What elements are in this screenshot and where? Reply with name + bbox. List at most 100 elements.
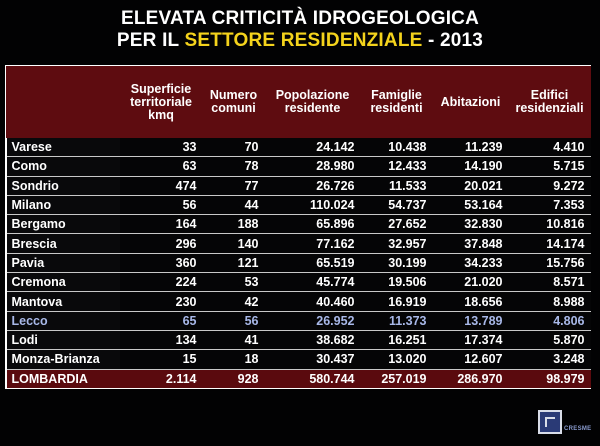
cell-edifici: 5.715 (508, 156, 591, 177)
cell-superficie: 15 (119, 349, 203, 370)
cell-popolazione: 45.774 (264, 272, 361, 293)
total-label: LOMBARDIA (6, 369, 120, 388)
title-line-2: PER IL SETTORE RESIDENZIALE - 2013 (0, 30, 600, 52)
cell-popolazione: 65.519 (264, 253, 361, 274)
cell-superficie: 474 (119, 176, 203, 196)
cell-popolazione: 24.142 (264, 138, 361, 158)
cell-edifici: 5.870 (508, 330, 591, 351)
cell-abitazioni: 53.164 (432, 195, 509, 216)
cell-province: Cremona (6, 272, 120, 293)
cell-superficie: 65 (119, 311, 203, 331)
cell-superficie: 230 (119, 291, 203, 312)
header-edifici: Edifici residenziali (508, 66, 591, 138)
cell-edifici: 7.353 (508, 195, 591, 216)
table-row: Pavia 360 121 65.519 30.199 34.233 15.75… (6, 253, 591, 274)
cell-comuni: 70 (202, 138, 265, 158)
table-row: Mantova 230 42 40.460 16.919 18.656 8.98… (6, 291, 591, 312)
cell-province: Lecco (6, 311, 120, 331)
cell-edifici: 4.410 (508, 138, 591, 158)
cell-comuni: 140 (202, 233, 265, 254)
cell-abitazioni: 18.656 (432, 291, 509, 312)
cell-famiglie: 32.957 (360, 233, 433, 254)
cell-edifici: 9.272 (508, 176, 591, 196)
cell-province: Milano (6, 195, 120, 216)
total-famiglie: 257.019 (360, 369, 433, 388)
cell-edifici: 4.806 (508, 311, 591, 331)
cell-comuni: 42 (202, 291, 265, 312)
cell-famiglie: 11.373 (360, 311, 433, 331)
cell-abitazioni: 13.789 (432, 311, 509, 331)
total-comuni: 928 (202, 369, 265, 388)
cell-province: Lodi (6, 330, 120, 351)
cell-famiglie: 30.199 (360, 253, 433, 274)
cell-famiglie: 54.737 (360, 195, 433, 216)
cell-famiglie: 16.251 (360, 330, 433, 351)
data-table: Superficie territoriale kmq Numero comun… (6, 66, 591, 388)
cell-popolazione: 30.437 (264, 349, 361, 370)
header-superficie: Superficie territoriale kmq (119, 66, 203, 138)
cell-popolazione: 26.726 (264, 176, 361, 196)
cell-abitazioni: 12.607 (432, 349, 509, 370)
total-row: LOMBARDIA 2.114 928 580.744 257.019 286.… (6, 369, 591, 388)
cell-comuni: 53 (202, 272, 265, 293)
table-header-row: Superficie territoriale kmq Numero comun… (6, 66, 591, 138)
header-popolazione: Popolazione residente (264, 66, 361, 138)
cell-famiglie: 16.919 (360, 291, 433, 312)
title-suffix: - 2013 (422, 30, 484, 51)
cell-edifici: 8.571 (508, 272, 591, 293)
cell-province: Brescia (6, 233, 120, 254)
cell-abitazioni: 14.190 (432, 156, 509, 177)
cresme-logo-text: CRESME (564, 426, 592, 432)
cell-famiglie: 19.506 (360, 272, 433, 293)
cell-comuni: 188 (202, 214, 265, 235)
cell-comuni: 41 (202, 330, 265, 351)
table-row: Varese 33 70 24.142 10.438 11.239 4.410 (6, 138, 591, 158)
cell-comuni: 56 (202, 311, 265, 331)
cell-popolazione: 110.024 (264, 195, 361, 216)
header-comuni: Numero comuni (202, 66, 265, 138)
cell-abitazioni: 37.848 (432, 233, 509, 254)
title-prefix: PER IL (116, 30, 185, 51)
cell-province: Sondrio (6, 176, 120, 196)
cell-province: Varese (6, 138, 120, 158)
total-edifici: 98.979 (508, 369, 591, 388)
cell-famiglie: 10.438 (360, 138, 433, 158)
cresme-logo: CRESME (538, 410, 592, 440)
cell-superficie: 224 (119, 272, 203, 293)
cell-abitazioni: 17.374 (432, 330, 509, 351)
cell-comuni: 78 (202, 156, 265, 177)
cell-popolazione: 26.952 (264, 311, 361, 331)
cell-province: Bergamo (6, 214, 120, 235)
data-table-container: Superficie territoriale kmq Numero comun… (5, 65, 591, 389)
cell-edifici: 8.988 (508, 291, 591, 312)
table-row: Cremona 224 53 45.774 19.506 21.020 8.57… (6, 272, 591, 293)
cell-edifici: 3.248 (508, 349, 591, 370)
cell-famiglie: 13.020 (360, 349, 433, 370)
cell-edifici: 14.174 (508, 233, 591, 254)
cell-popolazione: 38.682 (264, 330, 361, 351)
cell-comuni: 44 (202, 195, 265, 216)
cell-abitazioni: 21.020 (432, 272, 509, 293)
table-row: Como 63 78 28.980 12.433 14.190 5.715 (6, 156, 591, 177)
cell-province: Monza-Brianza (6, 349, 120, 370)
table-row: Bergamo 164 188 65.896 27.652 32.830 10.… (6, 214, 591, 235)
total-popolazione: 580.744 (264, 369, 361, 388)
header-abitazioni: Abitazioni (432, 66, 509, 138)
total-abitazioni: 286.970 (432, 369, 509, 388)
cell-famiglie: 11.533 (360, 176, 433, 196)
table-row: Sondrio 474 77 26.726 11.533 20.021 9.27… (6, 176, 591, 196)
cell-popolazione: 65.896 (264, 214, 361, 235)
cell-superficie: 360 (119, 253, 203, 274)
cell-comuni: 77 (202, 176, 265, 196)
cell-superficie: 33 (119, 138, 203, 158)
cell-popolazione: 77.162 (264, 233, 361, 254)
cell-abitazioni: 11.239 (432, 138, 509, 158)
cell-edifici: 15.756 (508, 253, 591, 274)
title-highlight: SETTORE RESIDENZIALE (184, 30, 423, 51)
title-line-1: ELEVATA CRITICITÀ IDROGEOLOGICA (120, 8, 480, 29)
cell-famiglie: 27.652 (360, 214, 433, 235)
cell-province: Pavia (6, 253, 120, 274)
table-row: Monza-Brianza 15 18 30.437 13.020 12.607… (6, 349, 591, 370)
cell-popolazione: 28.980 (264, 156, 361, 177)
cell-famiglie: 12.433 (360, 156, 433, 177)
